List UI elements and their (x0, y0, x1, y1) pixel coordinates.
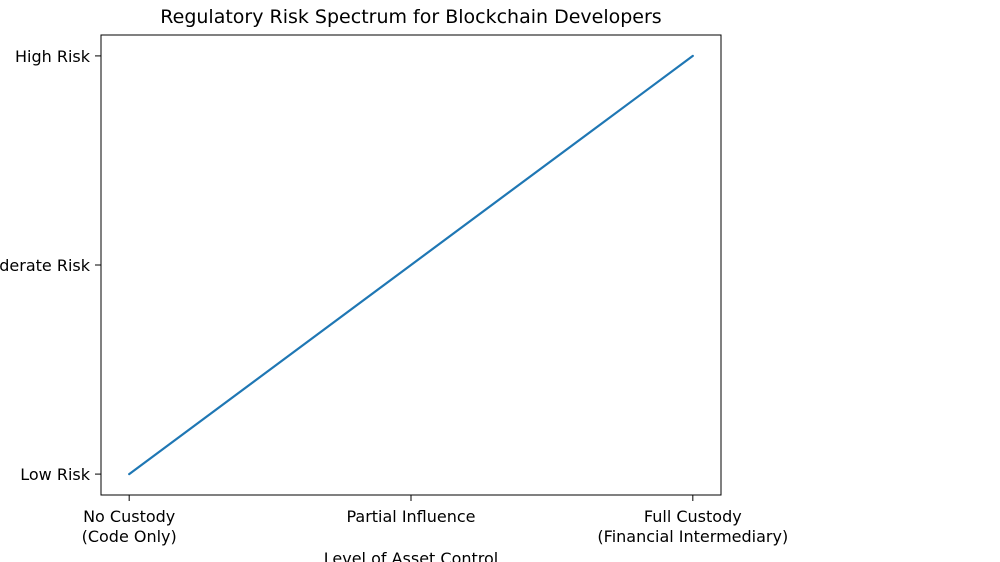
x-tick-label: Partial Influence (346, 507, 475, 526)
y-tick-label: Moderate Risk (0, 256, 91, 275)
series-layer (128, 54, 694, 476)
y-axis: Low Risk Moderate Risk High Risk (0, 47, 101, 484)
x-tick-label: (Financial Intermediary) (597, 527, 788, 546)
x-tick-label: Full Custody (644, 507, 742, 526)
x-tick-label: (Code Only) (82, 527, 177, 546)
chart-title: Regulatory Risk Spectrum for Blockchain … (160, 6, 661, 28)
x-axis: No Custody(Code Only) Partial Influence Fu… (82, 495, 788, 546)
y-tick-label: Low Risk (20, 465, 90, 484)
y-tick-label: High Risk (15, 47, 91, 66)
series-line (128, 54, 694, 476)
x-axis-label: Level of Asset Control (324, 549, 498, 562)
x-tick-label: No Custody (83, 507, 175, 526)
